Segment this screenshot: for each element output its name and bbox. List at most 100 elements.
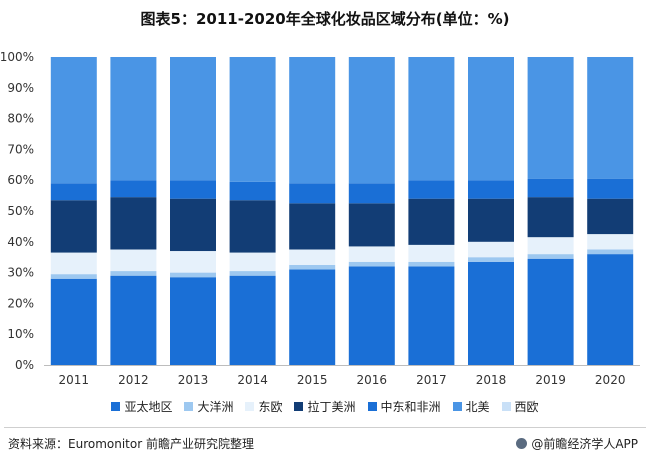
bar-segment [229, 252, 276, 272]
legend-swatch [245, 402, 255, 411]
legend-swatch [367, 402, 377, 411]
bar-segment [348, 203, 395, 247]
bar-segment [527, 57, 574, 179]
bar-segment [527, 254, 574, 259]
y-tick-label: 90% [7, 81, 34, 95]
x-tick-label: 2017 [416, 373, 447, 387]
brand-label: @前瞻经济学人APP [531, 437, 638, 451]
x-tick-label: 2011 [59, 373, 90, 387]
x-tick-label: 2012 [118, 373, 149, 387]
bar-segment [468, 57, 514, 181]
bar-segment [468, 198, 514, 242]
legend-swatch [452, 402, 462, 411]
bar-segment [587, 57, 634, 179]
legend-item: 西欧 [501, 398, 539, 415]
y-tick-label: 0% [15, 358, 34, 372]
legend-label: 北美 [465, 400, 490, 414]
bar-segment [348, 57, 395, 184]
bar-segment [50, 252, 97, 275]
bar-segment [587, 234, 634, 250]
legend-item: 北美 [452, 398, 490, 415]
legend-item: 东欧 [245, 398, 282, 415]
bar-segment [289, 183, 336, 204]
bar-segment [50, 278, 97, 365]
bar-segment [408, 57, 455, 181]
bar-segment [229, 181, 276, 201]
legend-label: 拉丁美洲 [307, 400, 356, 414]
bar-segment [110, 271, 157, 276]
bar-segment [289, 269, 336, 365]
legend-swatch [501, 402, 511, 411]
bar-segment [170, 180, 216, 199]
bar-segment [527, 197, 574, 238]
bar-segment [229, 275, 276, 365]
y-tick-label: 50% [7, 204, 34, 218]
bar-segment [110, 249, 157, 272]
bar-segment [170, 57, 216, 181]
legend-item: 亚太地区 [111, 398, 172, 415]
y-tick-label: 10% [7, 327, 34, 341]
bar-segment [110, 275, 157, 365]
bar-segment [170, 272, 216, 278]
bar-segment [170, 251, 216, 273]
bar-segment [408, 266, 455, 365]
bar-segment [289, 264, 336, 270]
y-tick-label: 60% [7, 173, 34, 187]
legend-label: 中东和非洲 [380, 400, 441, 414]
bar-segment [468, 241, 514, 258]
bar-segment [468, 261, 514, 365]
bar-segment [229, 271, 276, 276]
bar-segment [468, 180, 514, 199]
x-tick-label: 2019 [535, 373, 566, 387]
x-tick-label: 2016 [357, 373, 388, 387]
bar-segment [348, 183, 395, 204]
legend-item: 大洋洲 [184, 398, 233, 415]
bar-segment [527, 237, 574, 255]
bar-segment [50, 200, 97, 253]
bar-segment [110, 180, 157, 198]
legend-item: 拉丁美洲 [294, 398, 356, 415]
bar-segment [110, 197, 157, 250]
bar-segment [468, 257, 514, 262]
y-tick-label: 40% [7, 235, 34, 249]
footer-divider [4, 427, 646, 428]
bar-segment [527, 178, 574, 198]
brand-logo-icon [516, 438, 528, 449]
bar-segment [348, 266, 395, 365]
legend-label: 大洋洲 [197, 400, 234, 414]
bar-segment [229, 57, 276, 182]
stacked-bar-chart: 0% 10% 20% 30% 40% 50% 60% 70% 80% 90% 100% 2011 201… [0, 50, 640, 387]
bar-segment [289, 249, 336, 265]
bar-segment [408, 244, 455, 262]
bar-segment [170, 277, 216, 365]
bar-segment [408, 198, 455, 245]
y-tick-label: 100% [0, 50, 34, 64]
x-tick-label: 2015 [297, 373, 328, 387]
bar-segment [348, 246, 395, 262]
x-tick-label: 2014 [237, 373, 268, 387]
legend-label: 亚太地区 [124, 400, 173, 414]
y-tick-label: 20% [7, 296, 34, 310]
bar-segment [110, 57, 157, 181]
bar-segment [348, 261, 395, 267]
bar-segment [587, 249, 634, 255]
legend-label: 东欧 [258, 400, 283, 414]
y-tick-label: 70% [7, 142, 34, 156]
bar-segment [587, 254, 634, 365]
legend-label: 西欧 [514, 400, 539, 414]
bar-segment [408, 180, 455, 199]
bar-segment [289, 203, 336, 250]
bar-segment [50, 183, 97, 201]
bar-segment [587, 198, 634, 235]
legend-swatch [111, 402, 121, 411]
bar-segment [527, 258, 574, 365]
y-tick-label: 80% [7, 112, 34, 126]
bar-segment [587, 178, 634, 199]
chart-title: 图表5：2011-2020年全球化妆品区域分布(单位：%) [140, 10, 510, 28]
bar-segment [229, 200, 276, 253]
legend-item: 中东和非洲 [367, 398, 441, 415]
y-tick-label: 30% [7, 266, 34, 280]
legend-swatch [184, 402, 194, 411]
x-tick-label: 2018 [476, 373, 507, 387]
bar-segment [50, 57, 97, 184]
